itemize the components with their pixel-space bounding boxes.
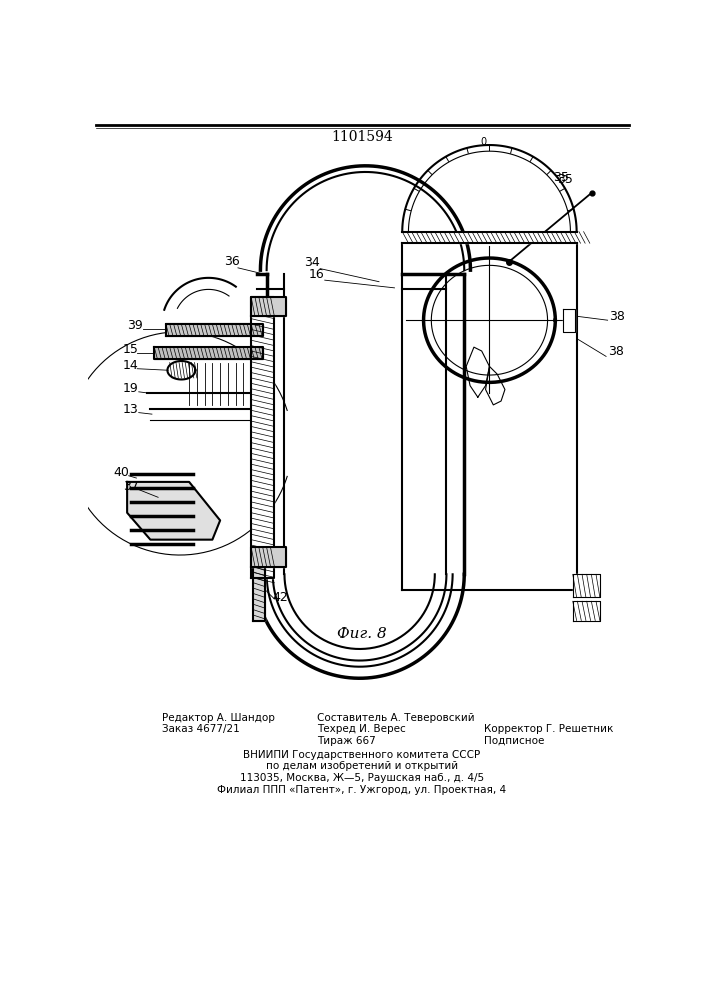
Polygon shape <box>154 347 263 359</box>
Text: Заказ 4677/21: Заказ 4677/21 <box>162 724 240 734</box>
Text: 113035, Москва, Ж—5, Раушская наб., д. 4/5: 113035, Москва, Ж—5, Раушская наб., д. 4… <box>240 773 484 783</box>
Text: Составитель А. Теверовский: Составитель А. Теверовский <box>317 713 474 723</box>
Text: Редактор А. Шандор: Редактор А. Шандор <box>162 713 275 723</box>
Text: 1101594: 1101594 <box>331 130 393 144</box>
Polygon shape <box>563 309 575 332</box>
Polygon shape <box>251 297 274 578</box>
Polygon shape <box>166 324 263 336</box>
Text: 36: 36 <box>224 255 240 268</box>
Text: 38: 38 <box>609 310 625 323</box>
Text: ВНИИПИ Государственного комитета СССР: ВНИИПИ Государственного комитета СССР <box>243 750 481 760</box>
Text: 19: 19 <box>123 382 139 395</box>
Polygon shape <box>402 232 577 243</box>
Text: Корректор Г. Решетник: Корректор Г. Решетник <box>484 724 613 734</box>
Text: Тираж 667: Тираж 667 <box>317 736 375 746</box>
Text: 40: 40 <box>113 466 129 479</box>
Text: 0: 0 <box>480 137 486 147</box>
Text: Фиг. 8: Фиг. 8 <box>337 627 387 641</box>
Polygon shape <box>127 482 220 540</box>
Text: 14: 14 <box>123 359 139 372</box>
Text: Подписное: Подписное <box>484 736 544 746</box>
Polygon shape <box>573 574 600 597</box>
Text: Филиал ППП «Патент», г. Ужгород, ул. Проектная, 4: Филиал ППП «Патент», г. Ужгород, ул. Про… <box>217 785 506 795</box>
Text: 38: 38 <box>607 345 624 358</box>
Text: Техред И. Верес: Техред И. Верес <box>317 724 406 734</box>
Text: 42: 42 <box>273 591 288 604</box>
Text: 35: 35 <box>553 171 569 184</box>
Polygon shape <box>251 547 286 567</box>
Text: 13: 13 <box>123 403 139 416</box>
Text: 35: 35 <box>557 173 573 186</box>
Text: по делам изобретений и открытий: по делам изобретений и открытий <box>266 761 458 771</box>
Text: 37: 37 <box>123 480 139 493</box>
Text: 39: 39 <box>127 319 143 332</box>
Text: 16: 16 <box>309 268 325 281</box>
Text: 15: 15 <box>123 343 139 356</box>
Polygon shape <box>573 601 600 620</box>
Polygon shape <box>251 297 286 316</box>
Polygon shape <box>253 567 265 620</box>
Text: 34: 34 <box>304 256 320 269</box>
